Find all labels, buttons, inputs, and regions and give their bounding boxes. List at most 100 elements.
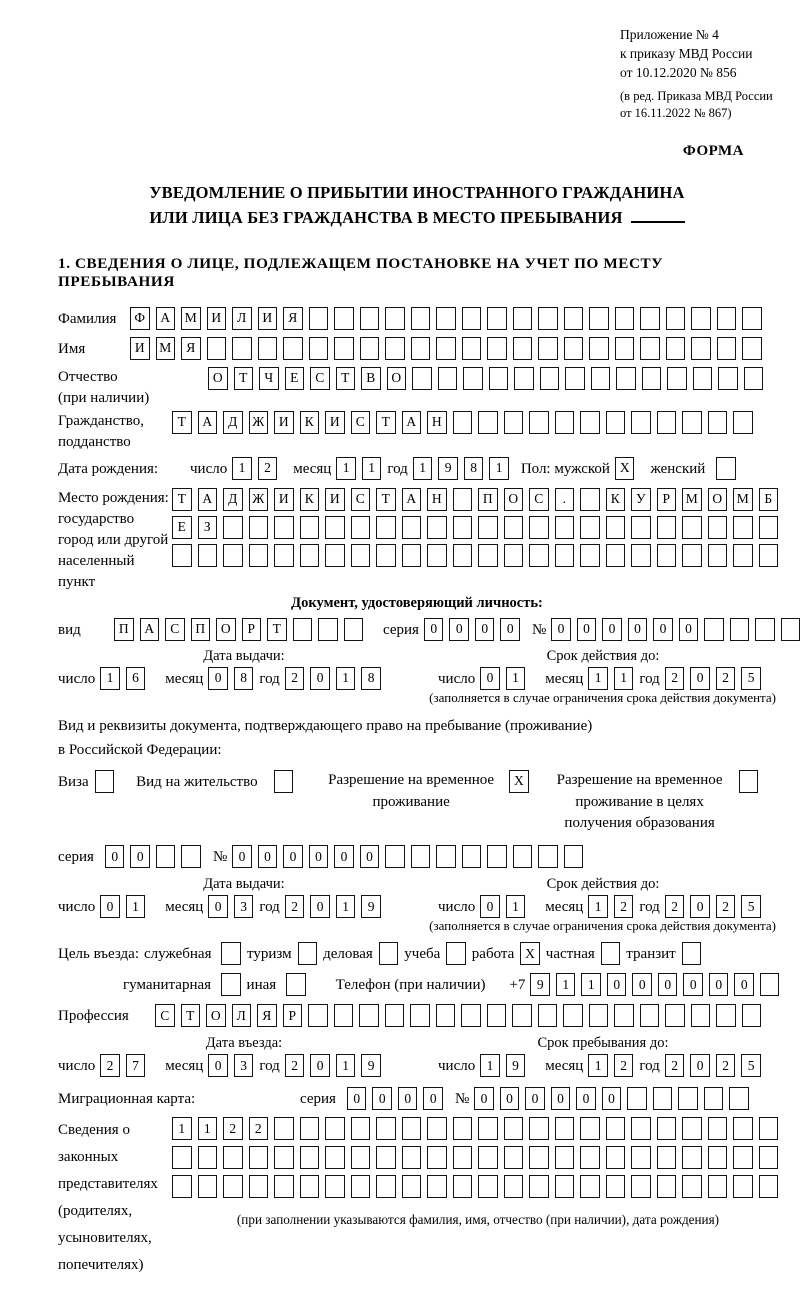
box-cell[interactable] — [614, 1004, 634, 1028]
box-cell[interactable]: 3 — [233, 1054, 254, 1078]
box-cell[interactable] — [665, 336, 685, 360]
box-cell[interactable] — [478, 543, 498, 567]
box-cell[interactable] — [299, 1146, 319, 1170]
box-cell[interactable] — [197, 1175, 217, 1199]
box-cell[interactable] — [333, 1004, 353, 1028]
box-cell[interactable] — [682, 515, 702, 539]
box-cell[interactable]: 0 — [653, 617, 673, 641]
box-cell[interactable] — [538, 845, 558, 869]
box-cell[interactable]: Д — [223, 487, 243, 511]
box-cell[interactable]: 6 — [125, 666, 146, 690]
box-cell[interactable]: 1 — [505, 895, 526, 919]
box-cell[interactable] — [682, 410, 702, 434]
box-cell[interactable]: Н — [427, 410, 447, 434]
box-cell[interactable] — [223, 543, 243, 567]
box-cell[interactable]: 1 — [581, 973, 601, 997]
box-cell[interactable] — [665, 1004, 685, 1028]
box-cell[interactable] — [780, 617, 800, 641]
box-cell[interactable]: П — [478, 487, 498, 511]
box-cell[interactable] — [350, 1175, 370, 1199]
visa-checkbox[interactable] — [94, 769, 121, 793]
box-cell[interactable] — [733, 1117, 753, 1141]
box-cell[interactable]: Т — [172, 487, 192, 511]
box-cell[interactable] — [308, 306, 328, 330]
box-cell[interactable] — [452, 1146, 472, 1170]
box-cell[interactable]: С — [529, 487, 549, 511]
box-cell[interactable] — [605, 543, 625, 567]
box-cell[interactable] — [452, 543, 472, 567]
box-cell[interactable] — [580, 1117, 600, 1141]
box-cell[interactable] — [665, 306, 685, 330]
box-cell[interactable] — [385, 306, 405, 330]
box-cell[interactable] — [172, 543, 192, 567]
box-cell[interactable] — [155, 845, 176, 869]
box-cell[interactable] — [741, 1004, 761, 1028]
box-cell[interactable] — [580, 487, 600, 511]
purpose-private-checkbox[interactable] — [600, 942, 627, 966]
box-cell[interactable]: С — [350, 410, 370, 434]
box-cell[interactable]: 1 — [335, 895, 356, 919]
box-cell[interactable]: 0 — [474, 617, 495, 641]
box-cell[interactable] — [452, 410, 472, 434]
box-cell[interactable]: 5 — [741, 1054, 761, 1078]
box-cell[interactable]: И — [274, 487, 294, 511]
box-cell[interactable]: 1 — [489, 456, 509, 480]
box-cell[interactable]: А — [401, 410, 421, 434]
box-cell[interactable] — [733, 1146, 753, 1170]
box-cell[interactable] — [678, 1087, 698, 1111]
box-cell[interactable] — [563, 845, 584, 869]
box-cell[interactable] — [759, 973, 780, 997]
box-cell[interactable] — [580, 1175, 600, 1199]
box-cell[interactable] — [436, 845, 456, 869]
box-cell[interactable] — [656, 543, 676, 567]
box-cell[interactable] — [656, 1146, 676, 1170]
box-cell[interactable] — [738, 769, 759, 793]
box-cell[interactable]: Р — [656, 487, 676, 511]
box-cell[interactable]: 0 — [208, 895, 228, 919]
box-cell[interactable]: А — [155, 306, 175, 330]
box-cell[interactable] — [325, 515, 345, 539]
box-cell[interactable]: 0 — [690, 666, 710, 690]
box-cell[interactable] — [487, 845, 507, 869]
box-cell[interactable] — [257, 336, 277, 360]
box-cell[interactable]: И — [325, 487, 345, 511]
sex-male-checkbox[interactable]: X — [614, 456, 641, 480]
box-cell[interactable]: Ф — [130, 306, 150, 330]
box-cell[interactable]: С — [155, 1004, 175, 1028]
box-cell[interactable] — [427, 515, 447, 539]
box-cell[interactable] — [580, 515, 600, 539]
box-cell[interactable]: 1 — [232, 456, 252, 480]
box-cell[interactable]: 0 — [500, 617, 520, 641]
box-cell[interactable] — [529, 515, 549, 539]
box-cell[interactable]: 0 — [346, 1087, 367, 1111]
box-cell[interactable] — [605, 410, 625, 434]
box-cell[interactable] — [631, 1146, 651, 1170]
box-cell[interactable]: М — [682, 487, 702, 511]
box-cell[interactable] — [325, 1175, 345, 1199]
box-cell[interactable] — [274, 1175, 294, 1199]
purpose-business-checkbox[interactable] — [378, 942, 405, 966]
box-cell[interactable] — [427, 1117, 447, 1141]
box-cell[interactable]: 2 — [715, 895, 736, 919]
box-cell[interactable] — [707, 1117, 727, 1141]
box-cell[interactable]: 0 — [130, 845, 150, 869]
box-cell[interactable]: 2 — [223, 1117, 243, 1141]
box-cell[interactable] — [538, 336, 558, 360]
box-cell[interactable] — [614, 336, 634, 360]
box-cell[interactable] — [656, 515, 676, 539]
box-cell[interactable] — [529, 543, 549, 567]
box-cell[interactable]: Я — [257, 1004, 277, 1028]
box-cell[interactable]: 1 — [361, 456, 382, 480]
box-cell[interactable] — [704, 617, 724, 641]
box-cell[interactable] — [512, 845, 533, 869]
